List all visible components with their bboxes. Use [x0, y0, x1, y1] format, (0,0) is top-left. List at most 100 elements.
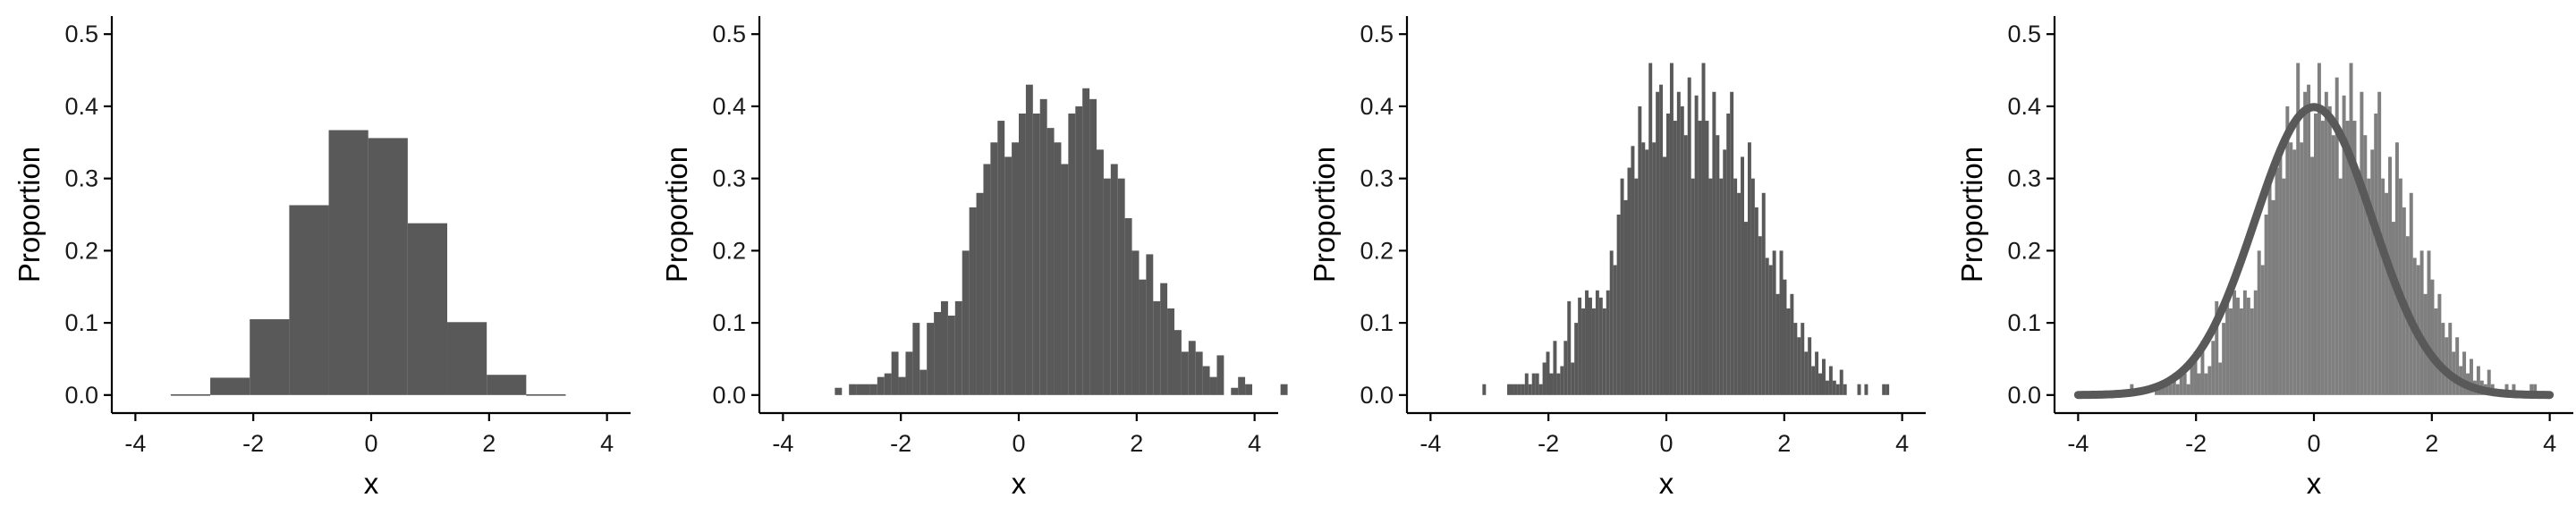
histogram-bar — [2233, 290, 2236, 395]
x-tick-label: 2 — [482, 430, 496, 457]
histogram-bar — [1153, 300, 1161, 395]
histogram-bar — [1687, 77, 1691, 395]
histogram-bar — [2253, 290, 2258, 395]
histogram-bar — [877, 376, 885, 395]
x-tick-label: -4 — [2067, 430, 2089, 457]
histogram-bar — [2445, 337, 2449, 395]
histogram-bar — [1124, 218, 1132, 395]
histogram-bar — [2172, 373, 2176, 395]
histogram-bar — [2349, 63, 2353, 395]
normal-density-curve — [2073, 103, 2555, 400]
histogram-bar — [487, 375, 527, 395]
histogram-bar — [1726, 113, 1731, 395]
bars — [1482, 63, 1890, 395]
histogram-bar — [1146, 254, 1154, 395]
histogram-bar — [1589, 297, 1592, 395]
histogram-bar — [1606, 290, 1610, 395]
histogram-panel-2: 0.0 0.1 0.2 0.3 0.4 0.5 -4 -2 0 2 4 x Proportion — [660, 16, 1288, 500]
histogram-bar — [2409, 192, 2413, 395]
x-axis-title: x — [364, 467, 379, 500]
histogram-bar — [1174, 330, 1182, 395]
histogram-bar — [1117, 178, 1125, 395]
histogram-bar — [1761, 192, 1766, 395]
histogram-bar — [170, 394, 211, 396]
histogram-bar — [1280, 384, 1288, 395]
histogram-bar — [1690, 178, 1695, 395]
histogram-bar — [1528, 384, 1532, 395]
histogram-bar — [1216, 355, 1224, 395]
x-tick-label: -2 — [242, 430, 264, 457]
y-tick-label: 0.1 — [712, 309, 746, 336]
x-tick-label: -4 — [124, 430, 146, 457]
histogram-bar — [1620, 178, 1624, 395]
histogram-bar — [2207, 366, 2212, 395]
histogram-bar — [2168, 384, 2173, 395]
histogram-bar — [1567, 300, 1572, 395]
histogram-bar — [1039, 98, 1047, 395]
histogram-bar — [947, 316, 955, 395]
histogram-bar — [2197, 373, 2201, 395]
histogram-bar — [1719, 178, 1724, 395]
histogram-bar — [1811, 366, 1816, 395]
histogram-bar — [2236, 297, 2240, 395]
histogram-bar — [1560, 366, 1564, 395]
histogram-bar — [2296, 63, 2301, 395]
histogram-bar — [1822, 359, 1826, 395]
histogram-panel-1: 0.0 0.1 0.2 0.3 0.4 0.5 -4 -2 0 2 4 x Proportion — [13, 16, 631, 500]
histogram-bar — [2275, 167, 2279, 395]
histogram-bar — [1864, 384, 1868, 395]
histogram-bar — [976, 192, 984, 395]
histogram-bar — [2161, 384, 2165, 395]
histogram-bar — [1828, 366, 1833, 395]
y-tick-label: 0.4 — [712, 93, 746, 120]
histogram-bar — [1160, 283, 1168, 395]
histogram-bar — [1723, 149, 1727, 395]
histogram-bar — [1775, 293, 1780, 395]
histogram-bar — [1645, 149, 1649, 395]
histogram-bar — [1790, 293, 1794, 395]
x-tick-label: 2 — [1777, 430, 1791, 457]
histogram-bar — [1553, 341, 1557, 395]
y-tick-label: 0.1 — [64, 309, 98, 336]
histogram-bar — [1666, 113, 1670, 395]
histogram-bar — [2367, 178, 2371, 395]
x-tick-label: 4 — [600, 430, 614, 457]
histogram-bar — [1758, 236, 1762, 395]
y-tick-label: 0.5 — [64, 21, 98, 47]
y-tick-label: 0.4 — [64, 93, 98, 120]
histogram-bar — [1613, 265, 1617, 395]
histogram-bar — [2427, 250, 2431, 395]
histogram-bar — [1482, 384, 1487, 395]
histogram-bar — [368, 138, 408, 395]
histogram-bar — [2282, 178, 2286, 395]
histogram-bar — [1068, 113, 1076, 395]
y-axis-title: Proportion — [1308, 147, 1341, 283]
histogram-bar — [1676, 91, 1681, 395]
histogram-bar — [1578, 297, 1582, 395]
histogram-bar — [2225, 297, 2230, 395]
histogram-bar — [2345, 121, 2350, 395]
histogram-bar — [1517, 384, 1521, 395]
histogram-bar — [1231, 387, 1239, 395]
histogram-bar — [1843, 384, 1847, 395]
histogram-bar — [2385, 192, 2389, 395]
histogram-bar — [934, 311, 941, 395]
histogram-bar — [1801, 323, 1805, 395]
histogram-bar — [2285, 106, 2290, 395]
histogram-bar — [2267, 178, 2272, 395]
histogram-bar — [1556, 373, 1561, 395]
histogram-bar — [1627, 167, 1631, 395]
histogram-bar — [1591, 308, 1596, 395]
histogram-bar — [2271, 199, 2275, 395]
histogram-bar — [856, 384, 863, 395]
y-axis-title: Proportion — [13, 147, 46, 283]
histogram-bar — [250, 319, 290, 395]
histogram-bar — [1786, 308, 1791, 395]
histogram-bar — [1765, 258, 1769, 395]
histogram-bar — [2292, 149, 2297, 395]
histogram-bar — [1733, 178, 1738, 395]
histogram-bar — [1513, 384, 1518, 395]
histogram-bar — [1546, 351, 1550, 395]
histogram-bar — [1839, 369, 1843, 395]
x-tick-label: 0 — [364, 430, 377, 457]
